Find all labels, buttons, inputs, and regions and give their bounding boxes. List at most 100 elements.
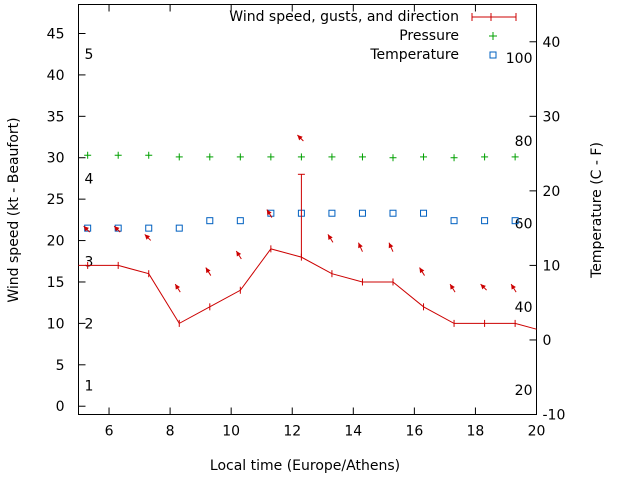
pressure-series — [84, 151, 519, 162]
temperature-point — [420, 209, 428, 217]
fahrenheit-label: 100 — [506, 51, 533, 67]
wind-direction-head — [358, 242, 363, 249]
pressure-point — [206, 153, 214, 161]
pressure-point — [175, 153, 183, 161]
wind-direction-head — [388, 242, 394, 249]
beaufort-label: 4 — [85, 171, 94, 187]
fahrenheit-scale: 20 40 60 80 100 — [506, 51, 533, 399]
temperature-point — [236, 217, 244, 225]
wind-direction-head — [236, 250, 242, 257]
wind-direction-series — [83, 134, 517, 293]
pressure-point — [511, 153, 519, 161]
y-tick-label: 15 — [47, 275, 65, 291]
y2-tick-label: 40 — [543, 35, 561, 51]
fahrenheit-label: 80 — [515, 134, 533, 150]
y-tick-label: 30 — [47, 151, 65, 167]
y-axis: 0 5 10 15 20 25 30 35 40 45 — [47, 26, 86, 415]
temperature-point — [511, 217, 519, 225]
y2-tick-label: 10 — [543, 258, 561, 274]
x-tick-label: 12 — [283, 424, 301, 440]
wind-direction-head — [144, 234, 151, 240]
pressure-point — [84, 151, 92, 159]
pressure-point — [358, 153, 366, 161]
y2-axis-label: Temperature (C - F) — [589, 142, 605, 279]
y2-axis: -10 0 10 20 30 40 — [529, 35, 566, 424]
y-tick-label: 5 — [56, 358, 65, 374]
legend-temperature-swatch — [489, 51, 497, 59]
legend-temperature-label: Temperature — [369, 47, 459, 63]
wind-direction-arrow — [205, 267, 212, 276]
pressure-point — [236, 153, 244, 161]
x-axis: 6 8 10 12 14 16 18 20 — [105, 4, 546, 440]
x-tick-label: 8 — [166, 424, 175, 440]
wind-speed-line — [78, 248, 537, 330]
y2-tick-label: 30 — [543, 109, 561, 125]
legend-pressure-swatch — [489, 32, 497, 40]
beaufort-label: 1 — [85, 379, 94, 395]
wind-direction-arrow — [297, 134, 304, 142]
fahrenheit-label: 20 — [515, 383, 533, 399]
wind-speed-series — [78, 245, 537, 330]
y-tick-label: 10 — [47, 316, 65, 332]
wind-direction-arrow — [266, 209, 273, 218]
y-axis-label: Wind speed (kt - Beaufort) — [6, 117, 22, 302]
wind-direction-head — [175, 284, 181, 290]
beaufort-scale: 123456789 — [85, 47, 94, 395]
x-tick-label: 16 — [405, 424, 423, 440]
x-tick-label: 10 — [222, 424, 240, 440]
pressure-point — [297, 153, 305, 161]
y2-tick-label: 20 — [543, 184, 561, 200]
temperature-point — [145, 224, 153, 232]
wind-direction-arrow — [449, 283, 456, 293]
wind-direction-head — [297, 135, 303, 141]
gust-series — [297, 173, 305, 258]
legend-wind-label: Wind speed, gusts, and direction — [229, 9, 459, 25]
wind-direction-head — [511, 284, 516, 290]
wind-direction-head — [266, 209, 272, 216]
wind-direction-head — [83, 226, 89, 232]
wind-direction-arrow — [510, 283, 517, 293]
wind-direction-arrow — [235, 250, 242, 260]
wind-direction-arrow — [174, 283, 181, 293]
wind-direction-arrow — [388, 242, 394, 252]
wind-direction-head — [450, 284, 455, 290]
y-tick-label: 20 — [47, 234, 65, 250]
y-tick-label: 45 — [47, 26, 65, 42]
wind-direction-head — [114, 226, 120, 232]
pressure-point — [450, 154, 458, 162]
pressure-point — [145, 151, 153, 159]
wind-direction-arrow — [144, 234, 152, 241]
wind-direction-head — [327, 234, 333, 240]
pressure-point — [481, 153, 489, 161]
beaufort-label: 3 — [85, 254, 94, 270]
wind-direction-arrow — [419, 267, 425, 276]
y2-tick-label: -10 — [543, 408, 566, 424]
wind-direction-arrow — [358, 242, 363, 252]
y-tick-label: 0 — [56, 399, 65, 415]
fahrenheit-label: 60 — [515, 217, 533, 233]
legend-wind-swatch — [471, 13, 517, 21]
x-tick-label: 14 — [344, 424, 362, 440]
temperature-point — [175, 224, 183, 232]
wind-direction-arrow — [327, 234, 334, 243]
wind-direction-arrow — [113, 225, 121, 233]
beaufort-label: 5 — [85, 47, 94, 63]
wind-direction-head — [480, 284, 486, 290]
legend: Wind speed, gusts, and direction Pressur… — [229, 9, 517, 63]
temperature-point — [389, 209, 397, 217]
pressure-point — [328, 153, 336, 161]
temperature-point — [481, 217, 489, 225]
temperature-point — [206, 217, 214, 225]
x-tick-label: 20 — [528, 424, 546, 440]
legend-pressure-label: Pressure — [399, 28, 459, 44]
temperature-point — [450, 217, 458, 225]
y-tick-label: 35 — [47, 109, 65, 125]
pressure-point — [267, 153, 275, 161]
pressure-point — [389, 154, 397, 162]
wind-direction-head — [205, 267, 211, 274]
x-tick-label: 18 — [467, 424, 485, 440]
pressure-point — [420, 153, 428, 161]
wind-direction-arrow — [83, 225, 91, 233]
x-tick-label: 6 — [105, 424, 114, 440]
